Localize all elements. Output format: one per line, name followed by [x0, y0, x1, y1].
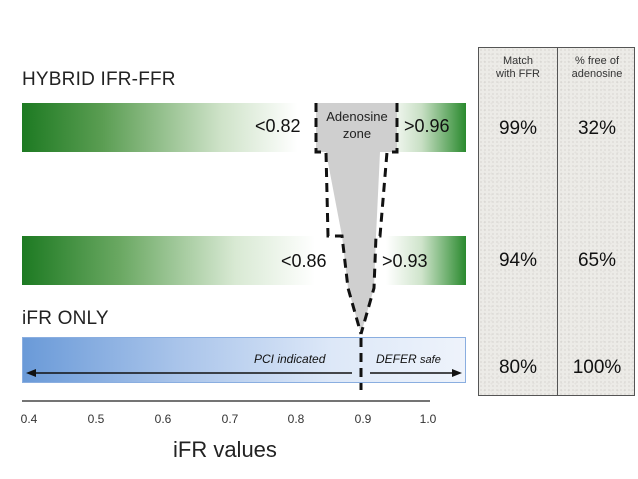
match-cell-row1: 99%: [498, 118, 538, 139]
pci-indicated-label: PCI indicated: [254, 352, 326, 366]
pci-arrow-head: [26, 369, 36, 377]
axis-tick: 0.9: [354, 412, 372, 426]
zone-right-boundary: [359, 103, 399, 335]
results-table: [478, 47, 635, 396]
axis-tick: 0.8: [287, 412, 305, 426]
ifr-only-bar: [22, 337, 466, 383]
axis-tick: 0.5: [87, 412, 105, 426]
adenosine-zone-label: Adenosine zone: [316, 108, 398, 142]
axis-tick: 0.6: [154, 412, 172, 426]
match-header-line2: with FFR: [496, 68, 540, 80]
adenosine-free-column-header: % free of adenosine: [558, 55, 636, 81]
ifr-only-section-label: iFR ONLY: [22, 308, 109, 329]
zone-left-boundary: [314, 103, 363, 335]
zone-label-line2: zone: [342, 126, 372, 141]
axis-tick: 1.0: [419, 412, 437, 426]
axis-tick: 0.7: [221, 412, 239, 426]
zone-label-line1: Adenosine: [326, 109, 388, 124]
defer-rest: safe: [420, 354, 441, 366]
match-header-line1: Match: [503, 55, 533, 67]
match-cell-row2: 94%: [498, 250, 538, 271]
free-cell-row3: 100%: [572, 357, 622, 378]
defer-bold: DEFER: [376, 352, 417, 366]
table-column-divider: [557, 47, 558, 396]
free-cell-row1: 32%: [577, 118, 617, 139]
free-header-line2: adenosine: [571, 68, 623, 80]
match-column-header: Match with FFR: [479, 55, 557, 81]
hybrid-high-threshold: >0.96: [404, 116, 450, 136]
free-cell-row2: 65%: [577, 250, 617, 271]
match-cell-row3: 80%: [498, 357, 538, 378]
axis-title: iFR values: [173, 437, 277, 462]
defer-safe-label: DEFER safe: [376, 352, 441, 366]
defer-arrow-head: [452, 369, 462, 377]
hybrid-low-threshold: <0.82: [255, 116, 301, 136]
hybrid-section-label: HYBRID IFR-FFR: [22, 69, 176, 90]
zone-fill: [316, 103, 397, 334]
second-high-threshold: >0.93: [382, 251, 428, 271]
second-gradient-bar: [22, 236, 466, 285]
second-low-threshold: <0.86: [281, 251, 327, 271]
axis-tick: 0.4: [20, 412, 38, 426]
free-header-line1: % free of: [574, 55, 620, 67]
